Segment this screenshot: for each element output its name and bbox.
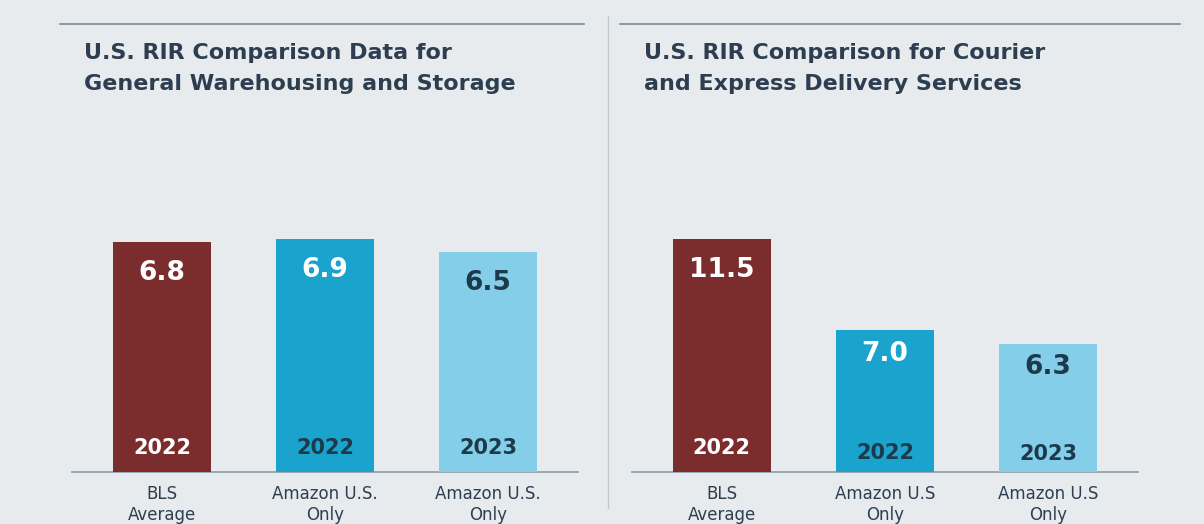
Text: General Warehousing and Storage: General Warehousing and Storage — [84, 74, 515, 94]
Text: 11.5: 11.5 — [689, 257, 755, 283]
Text: U.S. RIR Comparison for Courier: U.S. RIR Comparison for Courier — [644, 43, 1045, 63]
Text: 2022: 2022 — [856, 443, 914, 463]
Text: and Express Delivery Services: and Express Delivery Services — [644, 74, 1022, 94]
Bar — [113, 242, 211, 472]
Text: 2022: 2022 — [132, 438, 191, 458]
Text: 6.8: 6.8 — [138, 260, 185, 287]
Text: 2023: 2023 — [1019, 444, 1078, 464]
Bar — [439, 252, 537, 472]
Bar — [673, 239, 771, 472]
Bar — [276, 239, 374, 472]
Text: 2023: 2023 — [459, 439, 518, 458]
Text: 2022: 2022 — [296, 438, 354, 457]
Text: 7.0: 7.0 — [862, 341, 908, 367]
Bar — [836, 330, 934, 472]
Text: 6.9: 6.9 — [302, 257, 348, 283]
Text: 6.5: 6.5 — [465, 270, 512, 296]
Bar — [999, 344, 1097, 472]
Text: 2022: 2022 — [692, 438, 751, 457]
Text: 6.3: 6.3 — [1025, 354, 1072, 380]
Text: U.S. RIR Comparison Data for: U.S. RIR Comparison Data for — [84, 43, 453, 63]
